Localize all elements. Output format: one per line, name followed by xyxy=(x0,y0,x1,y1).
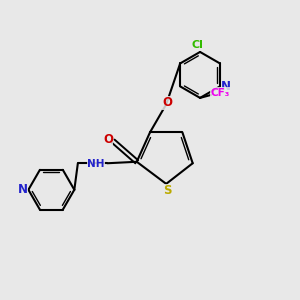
Text: NH: NH xyxy=(88,159,105,169)
Text: S: S xyxy=(163,184,171,197)
Text: Cl: Cl xyxy=(191,40,203,50)
Text: CF₃: CF₃ xyxy=(210,88,230,98)
Text: N: N xyxy=(221,80,231,93)
Text: N: N xyxy=(17,183,28,196)
Text: O: O xyxy=(162,96,172,110)
Text: O: O xyxy=(103,133,113,146)
